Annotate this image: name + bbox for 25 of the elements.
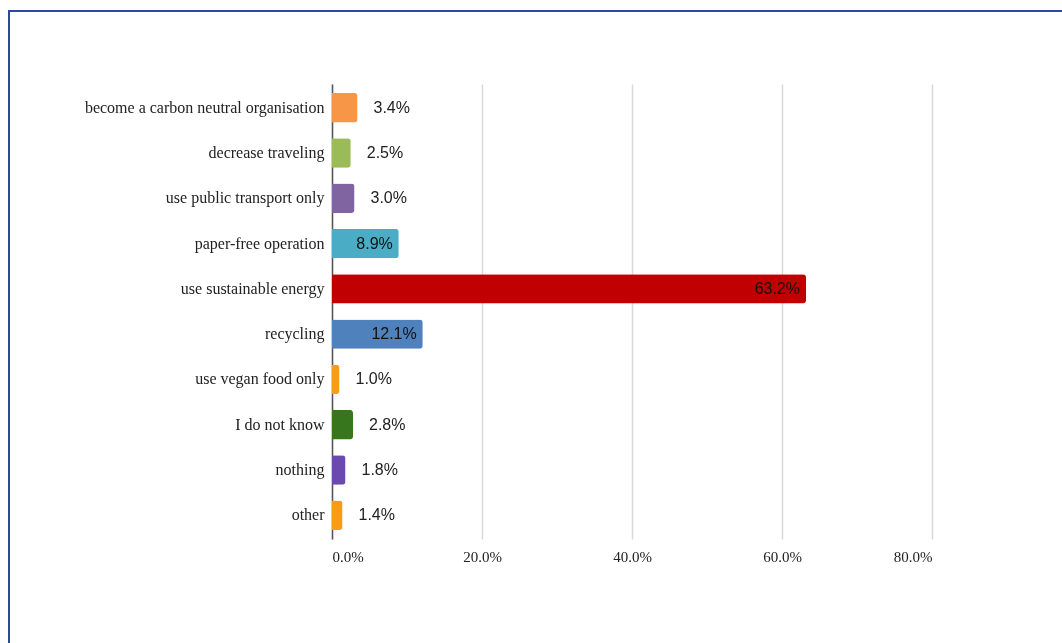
data-label: 1.8%	[361, 460, 398, 478]
y-tick-label: other	[291, 506, 326, 524]
data-label: 8.9%	[356, 234, 393, 252]
y-tick-label: recycling	[264, 325, 325, 344]
y-tick-label: use vegan food only	[195, 370, 325, 389]
data-label: 3.0%	[370, 189, 407, 207]
data-label: 63.2%	[754, 279, 800, 297]
data-label: 1.0%	[355, 370, 392, 388]
data-label: 3.4%	[373, 98, 410, 116]
x-tick-label: 80.0%	[893, 548, 933, 565]
data-label: 2.5%	[366, 144, 404, 162]
data-label: 2.8%	[369, 415, 406, 433]
x-tick-label: 60.0%	[763, 548, 802, 565]
x-tick-label: 20.0%	[463, 548, 502, 565]
x-tick-label: 0.0%	[332, 548, 364, 565]
y-tick-label: become a carbon neutral organisation	[84, 98, 325, 117]
y-tick-label: I do not know	[235, 415, 325, 433]
y-tick-label: use public transport only	[165, 189, 325, 208]
data-label: 1.4%	[358, 506, 395, 524]
y-tick-label: paper-free operation	[194, 234, 325, 253]
y-tick-label: decrease traveling	[208, 144, 325, 163]
y-tick-label: use sustainable energy	[180, 279, 325, 298]
x-tick-label: 40.0%	[613, 548, 652, 565]
y-tick-label: nothing	[275, 460, 325, 479]
data-label: 12.1%	[371, 325, 417, 343]
